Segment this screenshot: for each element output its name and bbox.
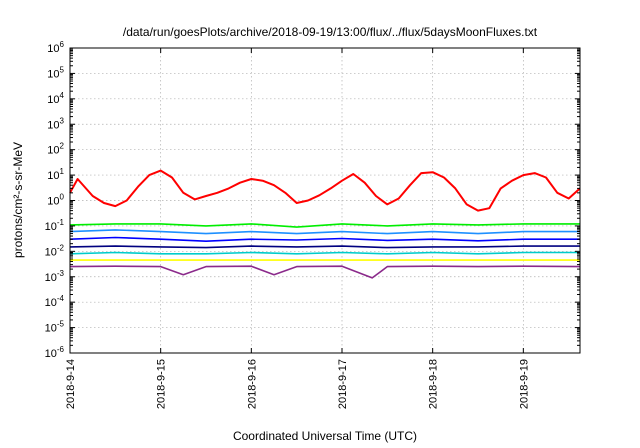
y-axis-label: protons/cm²-s-sr-MeV [11, 142, 25, 258]
x-tick-label: 2018-9-18 [428, 359, 440, 409]
series-line-6 [69, 251, 580, 255]
grid [69, 47, 580, 354]
y-tick-label: 103 [47, 116, 64, 131]
y-tick-label: 10-6 [45, 345, 65, 360]
x-tick-label: 2018-9-17 [337, 359, 349, 409]
x-axis-label: Coordinated Universal Time (UTC) [233, 429, 417, 443]
series-layer [69, 169, 581, 279]
x-tick-label: 2018-9-15 [156, 359, 168, 409]
series-line-2 [69, 223, 580, 228]
series-line-5 [69, 245, 580, 249]
y-tick-label: 101 [47, 167, 64, 182]
x-tick-label: 2018-9-19 [518, 359, 530, 409]
series-line-4 [69, 236, 580, 242]
x-tick-label: 2018-9-16 [246, 359, 258, 409]
chart-title: /data/run/goesPlots/archive/2018-09-19/1… [123, 25, 538, 39]
y-tick-label: 10-5 [45, 320, 65, 335]
y-tick-label: 106 [47, 40, 64, 55]
y-tick-label: 10-4 [45, 294, 65, 309]
y-tick-label: 104 [47, 91, 64, 106]
y-axis-ticks: 106 105 104 103 102 101 100 10-1 10-2 10-3 10-4 10-… [45, 40, 580, 360]
y-tick-label: 102 [47, 142, 64, 157]
y-tick-label: 10-2 [45, 243, 65, 258]
x-axis-ticks: 2018-9-14 2018-9-15 2018-9-16 2018-9-17 2018… [65, 48, 530, 409]
y-tick-label: 105 [47, 65, 64, 80]
y-tick-label: 10-3 [45, 269, 65, 284]
series-line-3 [69, 229, 580, 235]
y-tick-label: 100 [47, 193, 64, 208]
x-tick-label: 2018-9-14 [65, 359, 77, 409]
series-line-1 [69, 169, 581, 212]
series-line-8 [69, 265, 581, 279]
y-tick-label: 10-1 [45, 218, 65, 233]
